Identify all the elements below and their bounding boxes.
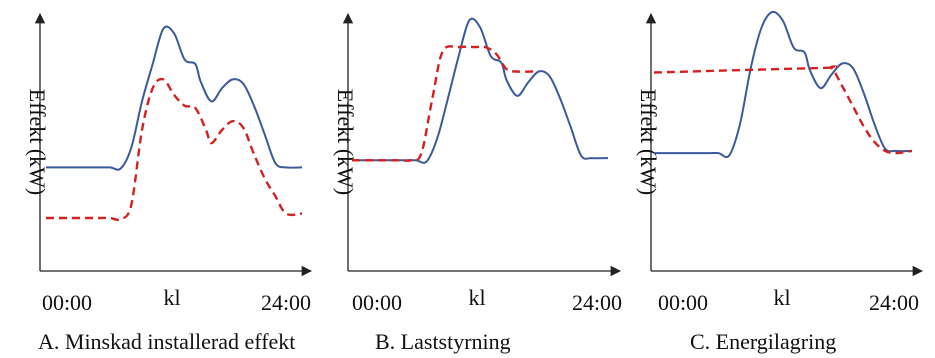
panel-b-tick-mid: kl <box>468 285 485 310</box>
panel-b-tick-end: 24:00 <box>572 290 622 315</box>
panel-b-ylabel: Effekt (kW) <box>333 89 358 196</box>
panel-c-tick-end: 24:00 <box>869 290 919 315</box>
panel-a-series-2-line <box>46 77 303 222</box>
panel-c-tick-mid: kl <box>773 285 790 310</box>
panel-a-ylabel: Effekt (kW) <box>25 89 50 196</box>
panel-c-ylabel: Effekt (kW) <box>636 89 661 196</box>
panel-c: Effekt (kW) 00:00 kl 24:00 C. Energilagr… <box>636 10 924 354</box>
panel-a-series-1-line <box>46 25 303 171</box>
panel-a-tick-start: 00:00 <box>42 290 92 315</box>
panel-c-caption: C. Energilagring <box>690 329 836 354</box>
panel-b-tick-start: 00:00 <box>352 290 402 315</box>
panel-c-series-1-line <box>654 10 913 159</box>
panel-a-tick-mid: kl <box>163 285 180 310</box>
panel-a-tick-end: 24:00 <box>261 290 311 315</box>
panel-b: Effekt (kW) 00:00 kl 24:00 B. Laststyrni… <box>333 12 622 354</box>
panel-b-series-1-line <box>352 17 609 164</box>
panel-a-caption: A. Minskad installerad effekt <box>38 329 295 354</box>
panel-c-series-2-line <box>653 65 913 155</box>
panel-a: Effekt (kW) 00:00 kl 24:00 A. Minskad in… <box>25 12 313 354</box>
panel-b-caption: B. Laststyrning <box>375 329 511 354</box>
panel-b-series-2-line <box>352 45 534 162</box>
panel-c-tick-start: 00:00 <box>658 290 708 315</box>
